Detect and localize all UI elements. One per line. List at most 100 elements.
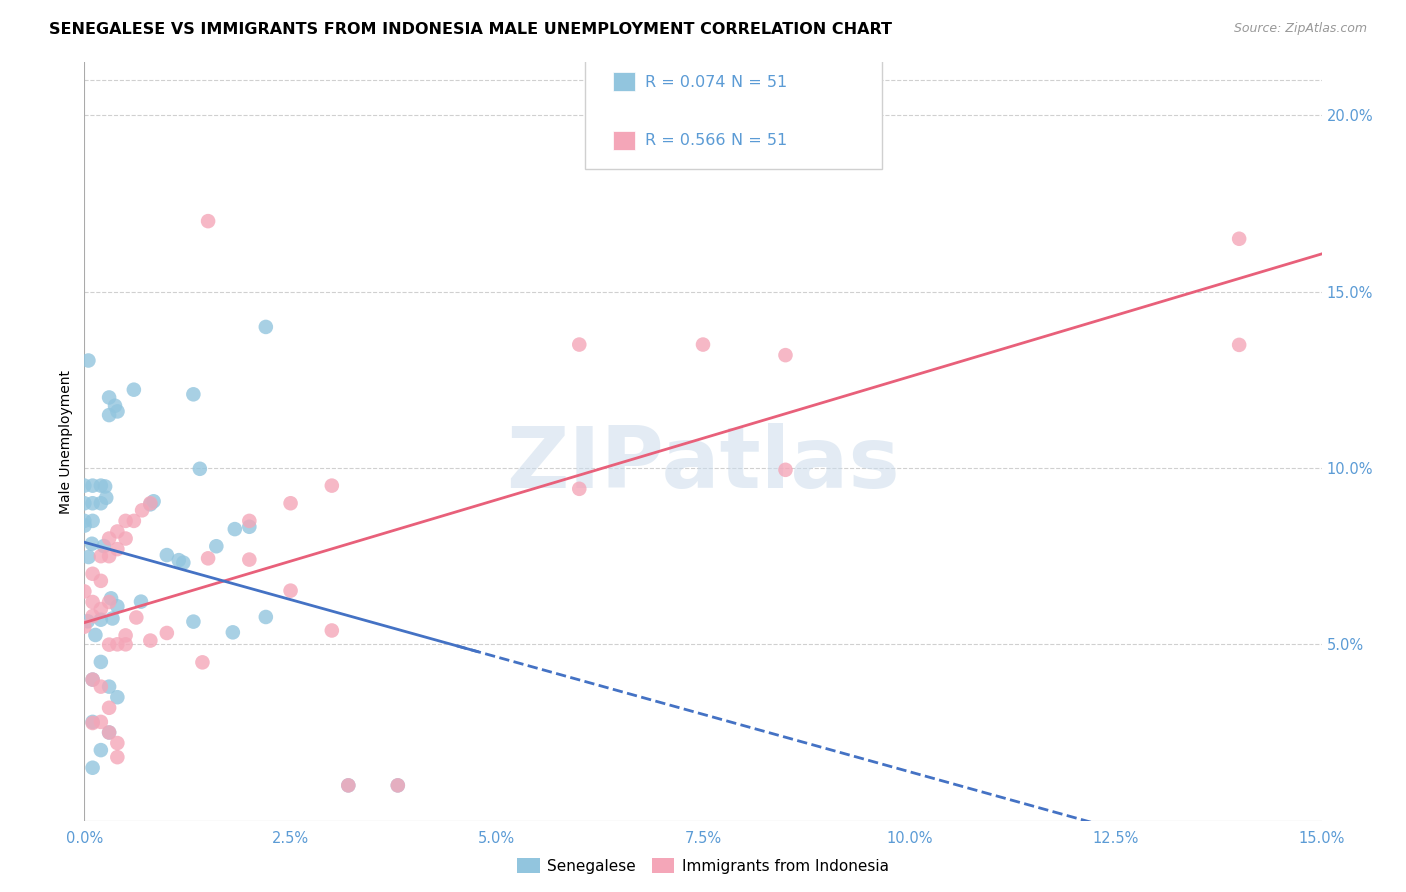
Point xyxy=(76,615,98,629)
Point xyxy=(82,609,104,624)
Text: N = 51: N = 51 xyxy=(731,75,787,90)
Point xyxy=(107,404,129,418)
Point xyxy=(105,637,128,651)
Point xyxy=(82,478,104,492)
Point xyxy=(692,337,714,351)
Point xyxy=(90,478,112,492)
Point xyxy=(337,778,360,792)
Point xyxy=(568,482,591,496)
Point xyxy=(100,591,122,606)
Point xyxy=(222,625,245,640)
Point xyxy=(98,725,121,739)
FancyBboxPatch shape xyxy=(613,130,636,150)
Point xyxy=(775,463,797,477)
Point xyxy=(387,778,409,792)
Point xyxy=(98,725,121,739)
Point xyxy=(90,602,112,616)
FancyBboxPatch shape xyxy=(585,55,883,169)
Point xyxy=(172,556,194,570)
Point xyxy=(98,680,121,694)
Point xyxy=(142,494,165,508)
Text: SENEGALESE VS IMMIGRANTS FROM INDONESIA MALE UNEMPLOYMENT CORRELATION CHART: SENEGALESE VS IMMIGRANTS FROM INDONESIA … xyxy=(49,22,893,37)
Point xyxy=(98,700,121,714)
Point xyxy=(96,491,118,505)
Point xyxy=(77,353,100,368)
Point xyxy=(337,778,360,792)
Point xyxy=(82,761,104,775)
Text: ZIPatlas: ZIPatlas xyxy=(506,423,900,506)
Text: R = 0.074: R = 0.074 xyxy=(645,75,725,90)
Point xyxy=(183,615,205,629)
Point xyxy=(122,514,145,528)
Point xyxy=(104,399,127,413)
Point xyxy=(73,496,96,510)
Point xyxy=(82,714,104,729)
Point xyxy=(105,736,128,750)
Point xyxy=(114,532,136,546)
Point xyxy=(1227,232,1250,246)
Point xyxy=(139,496,162,510)
Point xyxy=(183,387,205,401)
Point xyxy=(254,320,277,334)
Point xyxy=(280,496,302,510)
Point xyxy=(321,478,343,492)
Point xyxy=(73,584,96,599)
Point xyxy=(238,552,260,566)
Point xyxy=(114,628,136,642)
Point xyxy=(98,532,121,546)
Point xyxy=(238,520,260,534)
Point xyxy=(98,595,121,609)
Point xyxy=(82,716,104,731)
Point xyxy=(82,595,104,609)
Point xyxy=(197,551,219,566)
Point xyxy=(139,633,162,648)
Point xyxy=(280,583,302,598)
Point xyxy=(82,496,104,510)
Point xyxy=(73,620,96,634)
Point xyxy=(90,549,112,563)
Point xyxy=(80,537,103,551)
Point xyxy=(122,383,145,397)
Point xyxy=(156,548,179,562)
Y-axis label: Male Unemployment: Male Unemployment xyxy=(59,369,73,514)
Point xyxy=(98,638,121,652)
Point xyxy=(238,514,260,528)
Point xyxy=(1227,338,1250,352)
Point xyxy=(131,503,153,517)
Point xyxy=(98,408,121,422)
FancyBboxPatch shape xyxy=(613,72,636,91)
Point xyxy=(90,680,112,694)
Point xyxy=(98,391,121,405)
Point xyxy=(82,514,104,528)
Point xyxy=(90,714,112,729)
Point xyxy=(205,539,228,553)
Point xyxy=(90,655,112,669)
Text: R = 0.566: R = 0.566 xyxy=(645,133,725,148)
Point xyxy=(101,611,124,625)
Point xyxy=(191,656,214,670)
Point xyxy=(82,673,104,687)
Point xyxy=(105,690,128,705)
Point xyxy=(568,337,591,351)
Point xyxy=(73,478,96,492)
Point xyxy=(105,542,128,557)
Point xyxy=(254,610,277,624)
Point xyxy=(197,214,219,228)
Point xyxy=(82,566,104,581)
Point xyxy=(93,539,115,553)
Text: Source: ZipAtlas.com: Source: ZipAtlas.com xyxy=(1233,22,1367,36)
Point xyxy=(90,574,112,588)
Point xyxy=(125,610,148,624)
Point xyxy=(105,524,128,539)
Point xyxy=(139,497,162,511)
Point xyxy=(73,514,96,528)
Point xyxy=(387,778,409,792)
Point xyxy=(77,549,100,564)
Point xyxy=(156,626,179,640)
Point xyxy=(105,750,128,764)
Point xyxy=(188,462,211,476)
Point xyxy=(321,624,343,638)
Point xyxy=(82,673,104,687)
Point xyxy=(129,594,152,608)
Point xyxy=(105,599,128,614)
